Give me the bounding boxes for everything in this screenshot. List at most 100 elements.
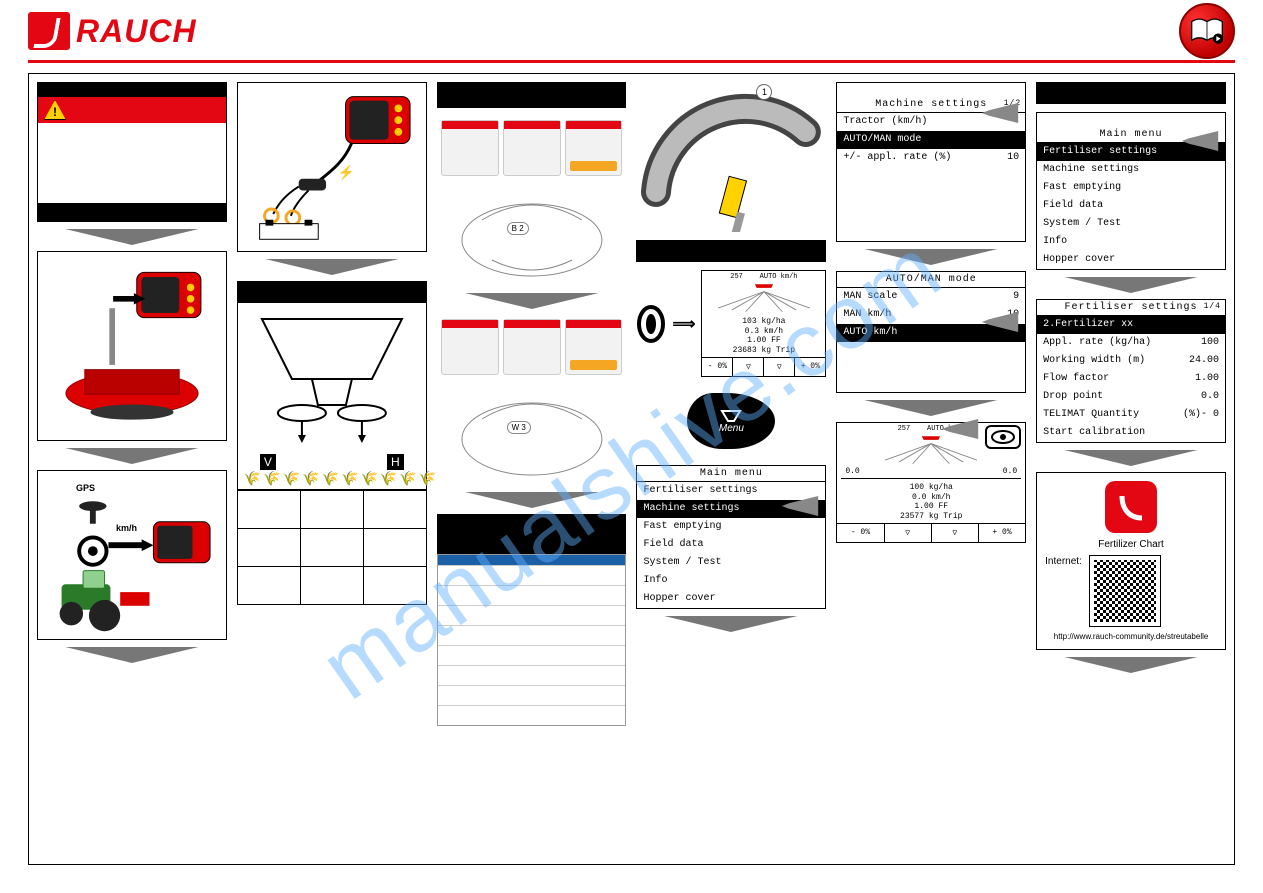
screen-title: Main menu — [637, 466, 825, 482]
warning-triangle-icon: ! — [44, 100, 66, 120]
menu-item[interactable]: Info — [637, 572, 825, 590]
cursor-arrow-icon — [941, 419, 979, 439]
setting-row[interactable]: Flow factor1.00 — [1037, 370, 1225, 388]
gps-label: GPS — [76, 483, 95, 493]
setting-row[interactable]: Appl. rate (kg/ha)100 — [1037, 334, 1225, 352]
setting-row[interactable]: +/- appl. rate (%)10 — [837, 149, 1025, 167]
operating-screen-2: 257 AUTO km/h 0.00.0 100 kg/ha 0.0 km/h … — [836, 422, 1026, 543]
panel-app-spreader-b2: B 2 — [437, 116, 627, 286]
down-arrow-icon — [37, 647, 227, 661]
down-arrow-icon — [1036, 450, 1226, 464]
hopper-icon — [720, 409, 742, 423]
app-thumbnails — [437, 315, 627, 379]
screen-main-menu-2: Main menu Fertiliser settings Machine se… — [1036, 112, 1226, 270]
menu-item[interactable]: Machine settings — [1037, 161, 1225, 179]
op-btn-plus[interactable]: + 0% — [978, 524, 1025, 542]
setting-row[interactable]: Start calibration — [1037, 424, 1225, 442]
kmh-label: km/h — [116, 523, 137, 533]
menu-item[interactable]: Hopper cover — [1037, 251, 1225, 269]
col3-heading — [437, 82, 627, 108]
panel-blue-table — [437, 514, 627, 726]
screen-machine-settings: Machine settings1/2 Tractor (km/h) AUTO/… — [836, 82, 1026, 242]
setting-row[interactable]: MAN scale9 — [837, 288, 1025, 306]
down-arrow-icon — [437, 293, 627, 307]
column-5: Machine settings1/2 Tractor (km/h) AUTO/… — [836, 82, 1026, 856]
setting-row[interactable]: TELIMAT Quantity(%)- 0 — [1037, 406, 1225, 424]
zero-key-icon — [636, 305, 666, 343]
operating-screen-1: 257 AUTO km/h 103 kg/ha 0.3 km/h 1.00 FF — [701, 270, 826, 377]
setting-row[interactable]: 2.Fertilizer xx — [1037, 316, 1225, 334]
cursor-arrow-icon — [1181, 131, 1219, 151]
header-divider — [28, 60, 1235, 63]
row-zero-opscreen: ⟹ 257 AUTO km/h 103 kg/ha 0.3 km/h — [636, 270, 826, 377]
column-3: B 2 W 3 — [437, 82, 627, 856]
app-thumb-detail — [565, 120, 623, 176]
panel-tractor-connect: GPS km/h — [37, 470, 227, 640]
rauch-app-icon — [1105, 481, 1157, 533]
op-btn-shutter-r-icon[interactable]: ▽ — [931, 524, 978, 542]
menu-button[interactable]: Menu — [687, 393, 775, 449]
screen-title: Fertiliser settings — [1065, 302, 1198, 313]
manual-badge-icon — [1179, 3, 1235, 59]
vh-labels: V H — [238, 454, 426, 470]
hopper-diagram-icon — [238, 309, 426, 449]
down-arrow-icon — [1036, 657, 1226, 671]
app-thumb-list — [503, 120, 561, 176]
label-h: H — [387, 454, 404, 470]
menu-item[interactable]: Fast emptying — [1037, 179, 1225, 197]
op-btn-shutter-l-icon[interactable]: ▽ — [884, 524, 931, 542]
app-thumb-list — [503, 319, 561, 375]
column-1: ! — [37, 82, 227, 856]
menu-item[interactable]: Hopper cover — [637, 590, 825, 608]
menu-item[interactable]: Fast emptying — [637, 518, 825, 536]
warning-box: ! — [37, 82, 227, 222]
screen-title: AUTO/MAN mode — [837, 272, 1025, 288]
op-btn-minus[interactable]: - 0% — [702, 358, 732, 376]
app-thumbnails — [437, 116, 627, 180]
op-btn-minus[interactable]: - 0% — [837, 524, 883, 542]
cursor-arrow-icon — [781, 496, 819, 516]
column-6: Main menu Fertiliser settings Machine se… — [1036, 82, 1226, 856]
col4-heading — [636, 240, 826, 262]
panel-battery-connect: ⚡ — [237, 82, 427, 252]
app-thumb-photo — [441, 120, 499, 176]
label-v: V — [260, 454, 276, 470]
column-4: 1 ⟹ 257 AUTO km/h — [636, 82, 826, 856]
down-arrow-icon — [37, 448, 227, 462]
menu-item[interactable]: Field data — [637, 536, 825, 554]
op-btn-shutter-l-icon[interactable]: ▽ — [732, 358, 763, 376]
settings-table — [237, 490, 427, 605]
top-bar: RAUCH — [0, 0, 1263, 54]
down-arrow-icon — [37, 229, 227, 243]
menu-item[interactable]: System / Test — [637, 554, 825, 572]
menu-item[interactable]: Info — [1037, 233, 1225, 251]
cursor-arrow-icon — [981, 312, 1019, 332]
app-thumb-detail — [565, 319, 623, 375]
tractor-gps-icon — [44, 475, 220, 635]
cursor-arrow-icon — [981, 103, 1019, 123]
down-arrow-icon — [437, 492, 627, 506]
chart-label: Fertilizer Chart — [1098, 539, 1164, 550]
wheat-row-icon: 🌾🌾🌾🌾🌾🌾🌾🌾🌾🌾 — [238, 470, 426, 487]
setting-row[interactable]: Drop point0.0 — [1037, 388, 1225, 406]
screen-automan-mode: AUTO/MAN mode MAN scale9 MAN km/h10 AUTO… — [836, 271, 1026, 393]
setting-row[interactable]: Working width (m)24.00 — [1037, 352, 1225, 370]
arrow-right-icon: ⟹ — [672, 314, 695, 334]
vane-diagram-icon — [437, 180, 627, 284]
setting-row[interactable]: AUTO/MAN mode — [837, 131, 1025, 149]
battery-connect-icon: ⚡ — [244, 87, 420, 247]
op-btn-shutter-r-icon[interactable]: ▽ — [763, 358, 794, 376]
menu-item[interactable]: System / Test — [1037, 215, 1225, 233]
svg-text:⚡: ⚡ — [338, 164, 355, 181]
tag-w3: W 3 — [507, 421, 531, 434]
panel-mount-controller — [37, 251, 227, 441]
down-arrow-icon — [1036, 277, 1226, 291]
down-arrow-icon — [836, 400, 1026, 414]
qr-code-icon — [1090, 556, 1160, 626]
op-btn-plus[interactable]: + 0% — [794, 358, 825, 376]
down-arrow-icon — [636, 616, 826, 630]
app-thumb-photo — [441, 319, 499, 375]
menu-item[interactable]: Field data — [1037, 197, 1225, 215]
open-book-icon — [1190, 17, 1224, 45]
chart-url-link[interactable]: http://www.rauch-community.de/streutabel… — [1054, 632, 1209, 641]
